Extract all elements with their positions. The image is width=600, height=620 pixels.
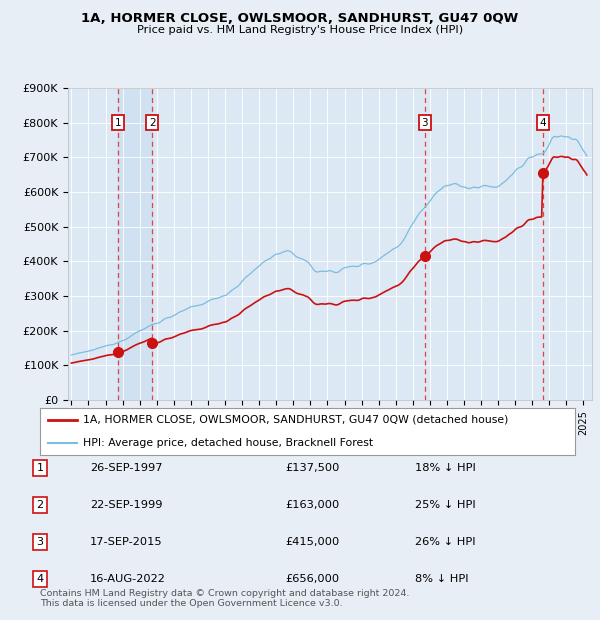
Text: 4: 4: [37, 574, 44, 584]
Text: 22-SEP-1999: 22-SEP-1999: [90, 500, 163, 510]
Text: 1: 1: [115, 118, 121, 128]
Text: 2: 2: [37, 500, 44, 510]
Text: £656,000: £656,000: [285, 574, 339, 584]
Text: Price paid vs. HM Land Registry's House Price Index (HPI): Price paid vs. HM Land Registry's House …: [137, 25, 463, 35]
Text: 3: 3: [422, 118, 428, 128]
Text: 26% ↓ HPI: 26% ↓ HPI: [415, 537, 476, 547]
Text: 4: 4: [539, 118, 546, 128]
Text: 2: 2: [149, 118, 155, 128]
Text: 18% ↓ HPI: 18% ↓ HPI: [415, 463, 476, 473]
Text: 8% ↓ HPI: 8% ↓ HPI: [415, 574, 469, 584]
Text: £137,500: £137,500: [285, 463, 340, 473]
Text: 25% ↓ HPI: 25% ↓ HPI: [415, 500, 476, 510]
Text: 16-AUG-2022: 16-AUG-2022: [90, 574, 166, 584]
Text: HPI: Average price, detached house, Bracknell Forest: HPI: Average price, detached house, Brac…: [83, 438, 373, 448]
Text: 1A, HORMER CLOSE, OWLSMOOR, SANDHURST, GU47 0QW: 1A, HORMER CLOSE, OWLSMOOR, SANDHURST, G…: [82, 12, 518, 25]
Text: £163,000: £163,000: [285, 500, 339, 510]
Text: 1: 1: [37, 463, 44, 473]
Text: 17-SEP-2015: 17-SEP-2015: [90, 537, 163, 547]
Text: Contains HM Land Registry data © Crown copyright and database right 2024.
This d: Contains HM Land Registry data © Crown c…: [40, 588, 409, 608]
Text: 1A, HORMER CLOSE, OWLSMOOR, SANDHURST, GU47 0QW (detached house): 1A, HORMER CLOSE, OWLSMOOR, SANDHURST, G…: [83, 415, 508, 425]
Bar: [118, 88, 152, 400]
Text: 3: 3: [37, 537, 44, 547]
Text: 26-SEP-1997: 26-SEP-1997: [90, 463, 163, 473]
Text: £415,000: £415,000: [285, 537, 339, 547]
